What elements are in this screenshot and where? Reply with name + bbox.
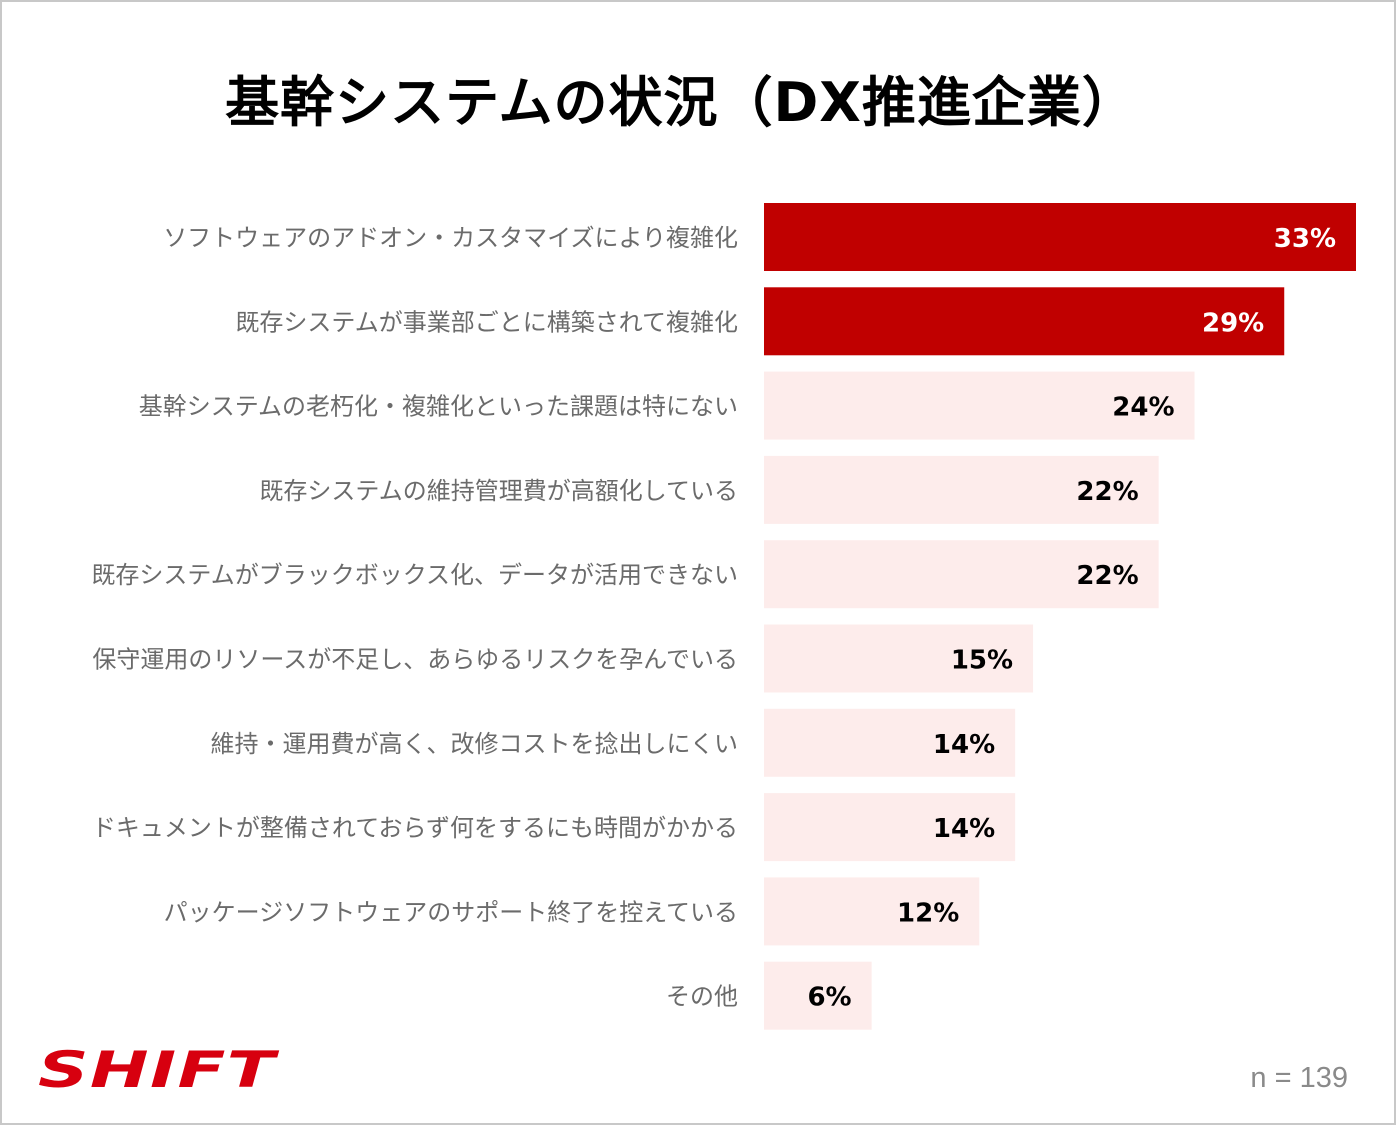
bar — [764, 455, 1159, 524]
category-label: 既存システムの維持管理費が高額化している — [259, 477, 738, 505]
bar — [764, 961, 872, 1030]
category-label: その他 — [666, 983, 738, 1011]
category-label: 基幹システムの老朽化・複雑化といった課題は特にない — [139, 393, 738, 421]
category-label: 維持・運用費が高く、改修コストを捻出しにくい — [210, 730, 738, 758]
value-label: 6% — [807, 983, 851, 1013]
shift-logo: SHIFT — [38, 1041, 280, 1095]
bar — [764, 877, 980, 946]
value-label: 14% — [933, 814, 995, 844]
bar — [764, 540, 1159, 609]
chart-title: 基幹システムの状況（DX推進企業） — [225, 71, 1137, 134]
bar — [764, 287, 1285, 356]
value-label: 29% — [1202, 308, 1264, 338]
sample-size: n = 139 — [1250, 1062, 1348, 1094]
category-label: 既存システムが事業部ごとに構築されて複雑化 — [235, 308, 738, 336]
bar — [764, 624, 1034, 693]
logo-text: SHIFT — [38, 1041, 280, 1095]
category-label: 保守運用のリソースが不足し、あらゆるリスクを孕んでいる — [92, 646, 738, 674]
value-label: 22% — [1076, 477, 1138, 507]
bar — [764, 708, 1016, 777]
category-label: ソフトウェアのアドオン・カスタマイズにより複雑化 — [163, 224, 738, 252]
value-label: 24% — [1112, 393, 1174, 423]
bar — [764, 371, 1195, 440]
value-label: 14% — [933, 730, 995, 760]
bar — [764, 793, 1016, 862]
value-label: 22% — [1076, 561, 1138, 591]
value-label: 15% — [951, 646, 1013, 676]
category-label: 既存システムがブラックボックス化、データが活用できない — [91, 561, 738, 589]
value-label: 33% — [1274, 224, 1336, 254]
category-label: ドキュメントが整備されておらず何をするにも時間がかかる — [92, 814, 738, 842]
value-label: 12% — [897, 898, 959, 928]
category-label: パッケージソフトウェアのサポート終了を控えている — [164, 898, 738, 926]
bar — [764, 203, 1356, 271]
